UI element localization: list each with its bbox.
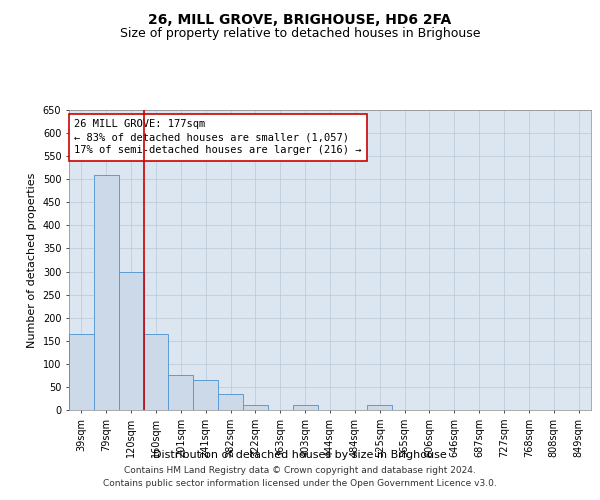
Bar — [293, 406, 317, 410]
Bar — [119, 272, 143, 410]
Text: Size of property relative to detached houses in Brighouse: Size of property relative to detached ho… — [120, 28, 480, 40]
Text: Contains HM Land Registry data © Crown copyright and database right 2024.
Contai: Contains HM Land Registry data © Crown c… — [103, 466, 497, 487]
Bar — [243, 406, 268, 410]
Text: 26, MILL GROVE, BRIGHOUSE, HD6 2FA: 26, MILL GROVE, BRIGHOUSE, HD6 2FA — [148, 12, 452, 26]
Text: 26 MILL GROVE: 177sqm
← 83% of detached houses are smaller (1,057)
17% of semi-d: 26 MILL GROVE: 177sqm ← 83% of detached … — [74, 119, 362, 156]
Text: Distribution of detached houses by size in Brighouse: Distribution of detached houses by size … — [153, 450, 447, 460]
Bar — [94, 174, 119, 410]
Y-axis label: Number of detached properties: Number of detached properties — [27, 172, 37, 348]
Bar — [169, 376, 193, 410]
Bar — [193, 380, 218, 410]
Bar — [367, 406, 392, 410]
Bar — [69, 334, 94, 410]
Bar — [143, 334, 169, 410]
Bar — [218, 394, 243, 410]
